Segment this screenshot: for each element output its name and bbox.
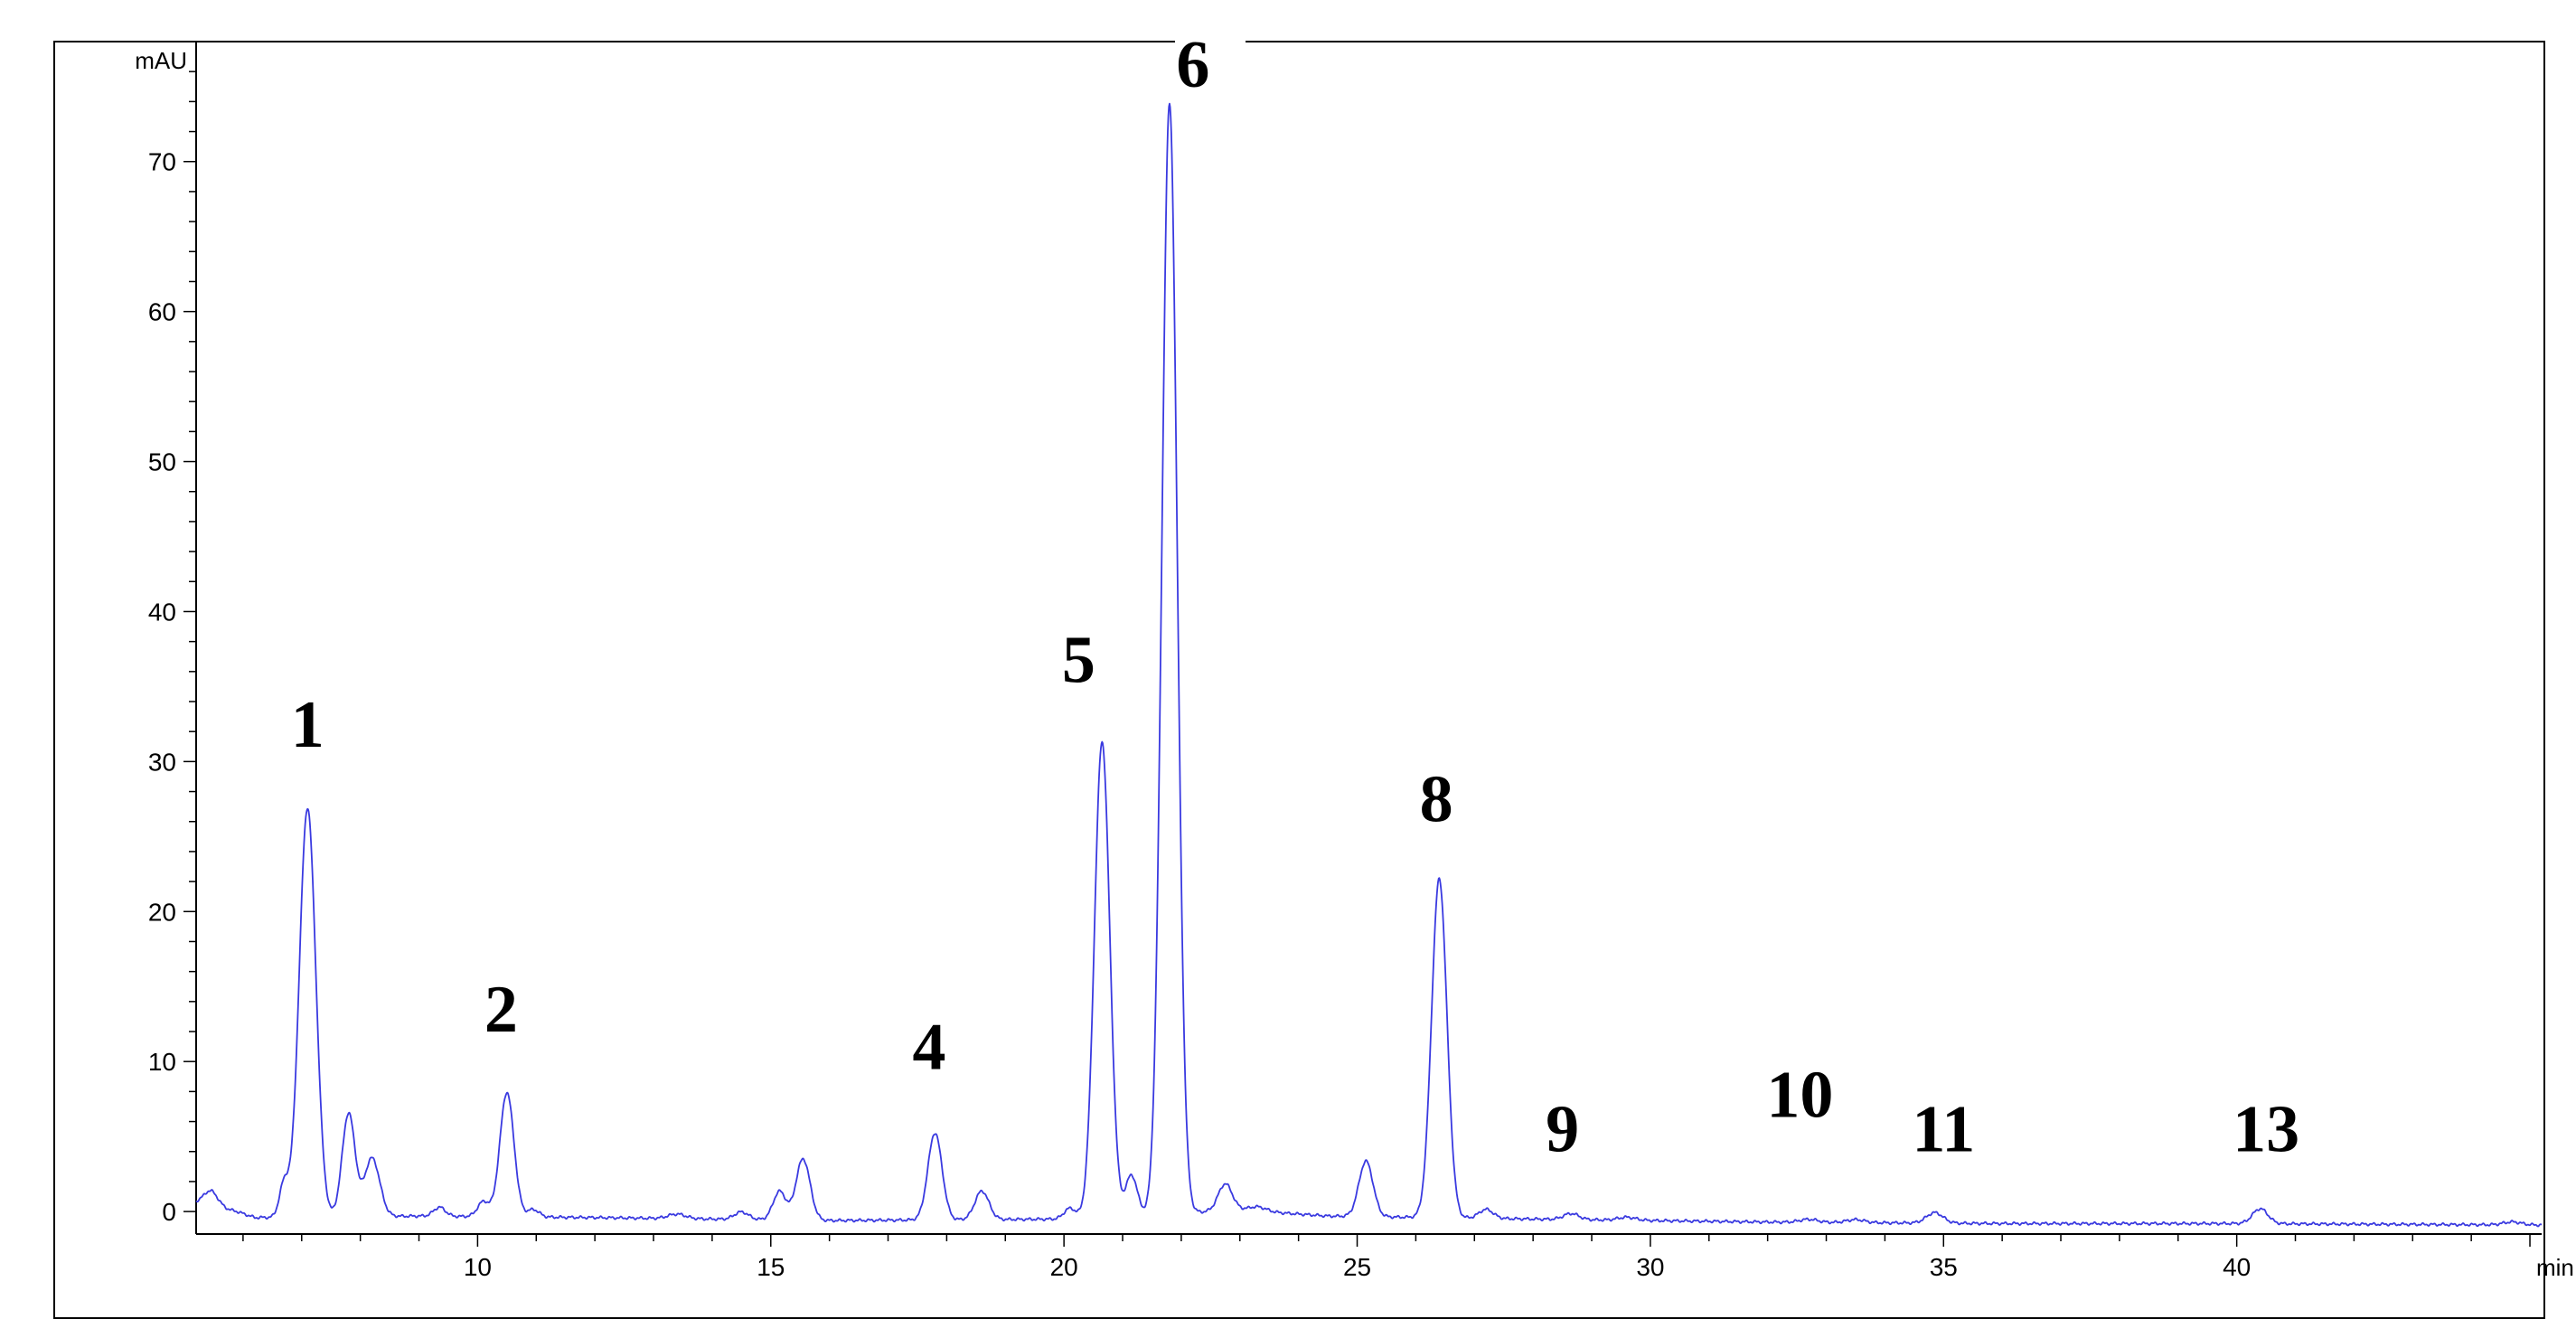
peak-label: 4 (912, 1010, 945, 1084)
peak-label: 5 (1062, 623, 1095, 697)
peak-label: 1 (291, 688, 324, 762)
x-tick-label: 20 (1050, 1253, 1078, 1281)
x-tick-label: 35 (1930, 1253, 1958, 1281)
y-tick-label: 60 (148, 298, 176, 326)
y-tick-label: 10 (148, 1048, 176, 1076)
peak-labels-layer: 1 2 4 5 6 8 9 10 11 13 (291, 28, 2299, 1167)
peak-label: 2 (484, 973, 518, 1047)
x-tick-label: 25 (1343, 1253, 1371, 1281)
x-tick-label: 30 (1636, 1253, 1664, 1281)
label-background (1175, 36, 1246, 49)
peak-label: 6 (1176, 28, 1209, 102)
peak-label: 9 (1546, 1093, 1579, 1167)
peak-label: 13 (2233, 1093, 2299, 1167)
chromatogram-trace (195, 102, 2543, 1228)
peak-label: 10 (1766, 1059, 1833, 1133)
y-unit-label: mAU (135, 47, 187, 74)
peak-label: 8 (1420, 763, 1453, 837)
x-tick-label: 10 (464, 1253, 492, 1281)
y-tick-label: 0 (162, 1198, 176, 1226)
y-tick-label: 70 (148, 148, 176, 176)
peak-label: 11 (1912, 1093, 1975, 1167)
y-tick-label: 40 (148, 598, 176, 626)
outer-frame (53, 41, 2545, 1319)
y-tick-label: 20 (148, 898, 176, 926)
x-tick-label: 15 (757, 1253, 785, 1281)
x-tick-label: 40 (2223, 1253, 2251, 1281)
x-unit-label: min (2536, 1254, 2574, 1281)
y-tick-label: 50 (148, 448, 176, 476)
y-tick-label: 30 (148, 748, 176, 776)
